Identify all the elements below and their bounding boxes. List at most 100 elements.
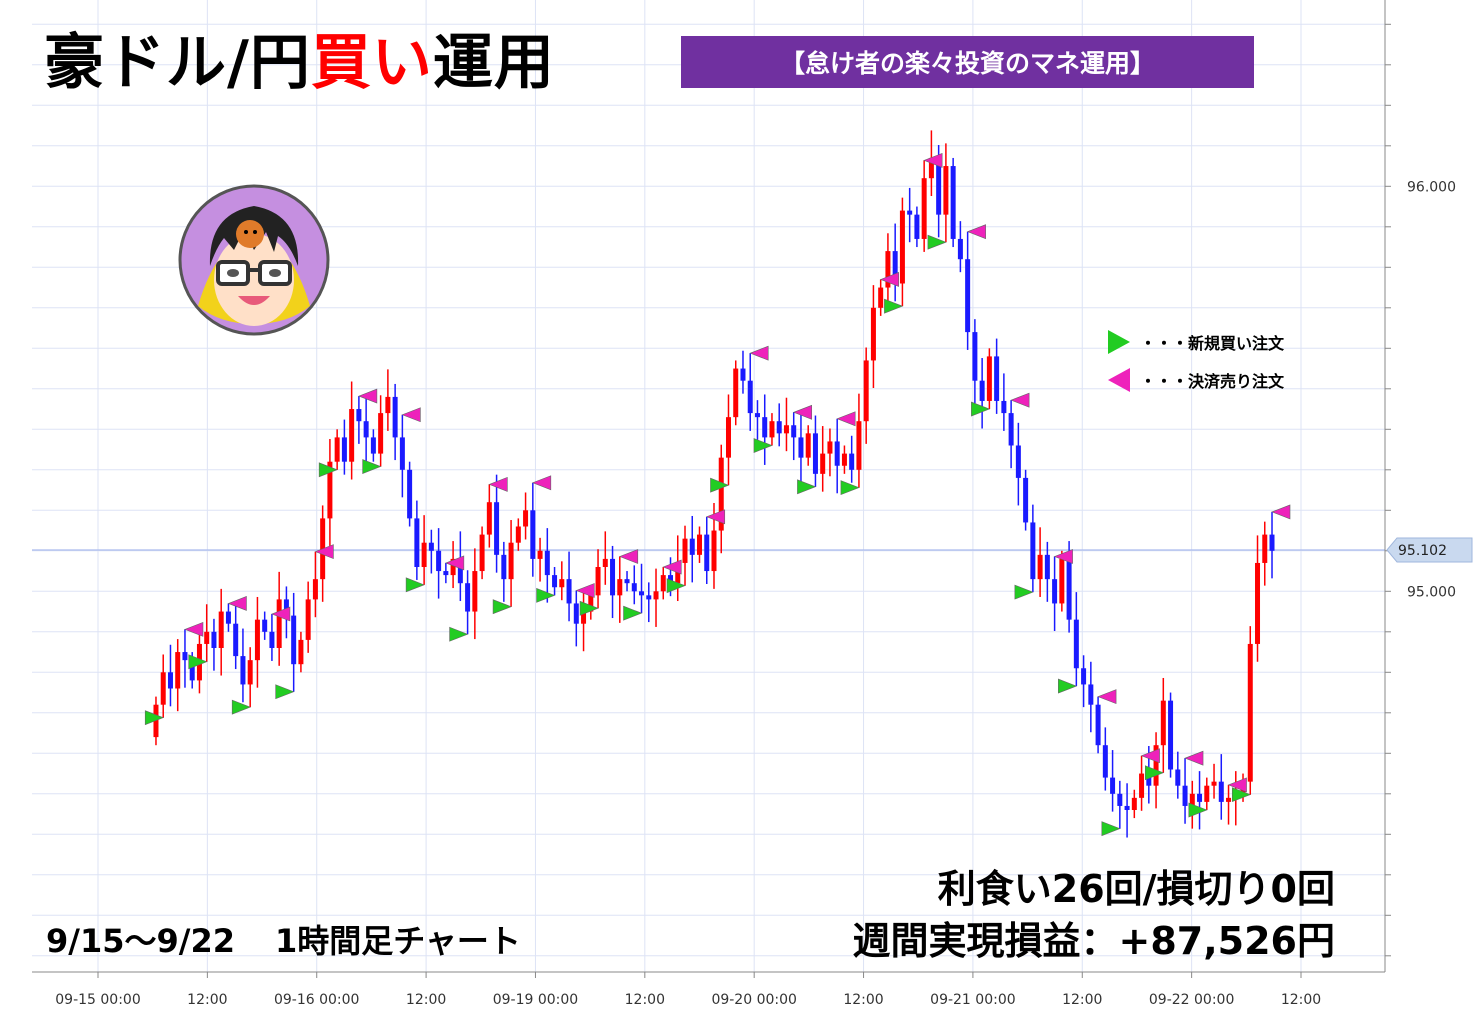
candle-body <box>407 469 413 519</box>
timeframe-label: 1時間足チャート <box>274 922 521 960</box>
candle-body <box>1262 534 1268 563</box>
sell-marker <box>1010 392 1030 408</box>
candle-body <box>204 631 210 644</box>
candle-body <box>907 210 913 215</box>
title-pair: 豪ドル/円 <box>44 28 311 98</box>
candle-body <box>1073 619 1079 669</box>
candle-body <box>457 558 463 584</box>
candle-body <box>508 542 514 580</box>
candle-body <box>1008 413 1014 446</box>
candle-body <box>863 360 869 422</box>
sell-marker <box>705 509 726 525</box>
current-price-label: 95.102 <box>1398 543 1447 559</box>
chart-axes: 09-15 00:00 12:00 09-16 00:00 12:00 09-19 00… <box>32 0 1473 1008</box>
sell-marker <box>966 224 986 240</box>
avatar-icon <box>178 184 330 336</box>
sell-marker <box>445 555 465 571</box>
period-label: 9/15～9/22 1時間足チャート <box>46 916 561 962</box>
legend-sell-label: ・・・決済売り注文 <box>1140 372 1285 391</box>
x-tick-label: 09-21 00:00 <box>930 992 1015 1008</box>
candle-body <box>1247 643 1253 782</box>
candle-body <box>218 611 224 648</box>
subtitle-banner: 【怠け者の楽々投資のマネ運用】 <box>681 36 1254 88</box>
buy-marker <box>1145 765 1165 781</box>
candle-body <box>972 332 978 381</box>
candle-body <box>436 550 442 572</box>
x-tick-label: 12:00 <box>406 992 446 1008</box>
sell-marker <box>749 345 769 361</box>
candle-body <box>421 542 427 567</box>
candle-body <box>1211 781 1217 786</box>
candle-body <box>182 652 188 661</box>
candle-body <box>1226 797 1232 802</box>
candle-body <box>233 623 239 657</box>
candle-body <box>878 287 884 308</box>
candle-body <box>566 579 572 604</box>
x-tick-label: 12:00 <box>1062 992 1102 1008</box>
candle-body <box>530 510 536 559</box>
candle-body <box>1131 797 1137 810</box>
title-buy: 買い <box>310 28 433 98</box>
candle-body <box>269 631 275 648</box>
candle-body <box>610 558 616 596</box>
order-markers <box>144 152 1291 837</box>
sell-marker <box>1053 549 1073 564</box>
candle-body <box>1030 522 1036 580</box>
candle-body <box>211 631 217 648</box>
buy-marker <box>536 587 556 603</box>
candle-body <box>189 660 195 681</box>
x-tick-label: 09-19 00:00 <box>493 992 578 1008</box>
candle-body <box>334 437 340 462</box>
candle-body <box>711 530 717 572</box>
candle-body <box>747 380 753 414</box>
candle-body <box>675 562 681 584</box>
candle-body <box>1139 773 1145 798</box>
candles <box>153 130 1275 838</box>
title-operation: 運用 <box>432 28 555 98</box>
candle-body <box>827 441 833 454</box>
candle-body <box>341 437 347 462</box>
candle-body <box>921 178 927 239</box>
candle-body <box>494 502 500 555</box>
candle-body <box>617 579 623 596</box>
candle-body <box>986 356 992 401</box>
candle-body <box>1081 668 1087 685</box>
candle-body <box>254 619 260 661</box>
sell-marker <box>271 606 291 622</box>
buy-marker <box>405 577 425 593</box>
sell-marker <box>575 583 595 598</box>
buy-marker <box>884 298 904 314</box>
sell-marker <box>923 152 943 168</box>
candle-body <box>841 453 847 466</box>
candle-body <box>486 502 492 535</box>
candle-body <box>291 615 297 665</box>
sell-marker <box>836 411 856 427</box>
candle-body <box>1189 793 1195 806</box>
candle-body <box>653 591 659 600</box>
candle-body <box>1182 785 1188 806</box>
x-tick-label: 12:00 <box>187 992 227 1008</box>
legend-buy-label: ・・・新規買い注文 <box>1140 334 1285 353</box>
candle-body <box>392 396 398 438</box>
candle-body <box>1095 704 1101 746</box>
candle-body <box>762 417 768 438</box>
sell-marker <box>314 544 334 560</box>
candle-body <box>928 157 934 179</box>
candle-body <box>1044 554 1050 580</box>
sell-marker <box>488 476 508 492</box>
candle-body <box>950 166 956 239</box>
x-tick-label: 12:00 <box>843 992 883 1008</box>
candle-body <box>537 550 543 559</box>
candle-body <box>812 433 818 474</box>
candle-body <box>783 425 789 434</box>
candle-body <box>1197 793 1203 802</box>
candle-body <box>892 251 898 284</box>
candle-body <box>465 583 471 612</box>
sell-marker <box>401 407 421 423</box>
candle-body <box>559 579 565 588</box>
candle-body <box>544 550 550 576</box>
candle-body <box>682 538 688 563</box>
buy-marker <box>1101 821 1121 837</box>
candle-body <box>733 368 739 418</box>
candle-body <box>153 704 159 738</box>
